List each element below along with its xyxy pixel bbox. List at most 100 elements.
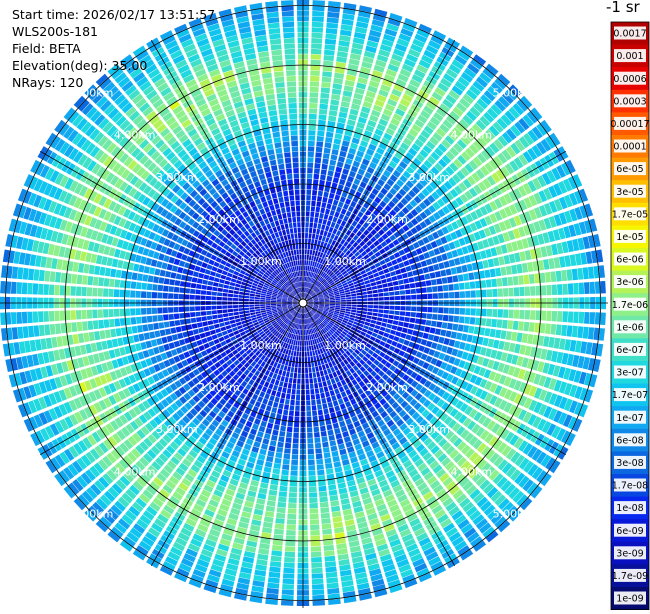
beam-cell [335, 300, 340, 302]
beam-cell [274, 458, 281, 464]
beam-cell [306, 400, 310, 405]
beam-cell [333, 516, 343, 522]
beam-cell [304, 346, 306, 351]
beam-cell [290, 471, 297, 476]
beam-cell [367, 312, 372, 316]
beam-cell [421, 339, 427, 346]
beam-cell [444, 338, 450, 345]
beam-cell [527, 334, 533, 344]
beam-cell [314, 383, 318, 389]
beam-cell [295, 362, 298, 367]
beam-cell [332, 149, 339, 155]
beam-cell [269, 572, 281, 578]
beam-cell [325, 301, 330, 302]
beam-cell [321, 202, 326, 208]
beam-cell [290, 356, 293, 361]
beam-cell [204, 343, 210, 349]
beam-cell [309, 233, 312, 238]
beam-cell [341, 426, 348, 433]
beam-cell [319, 387, 324, 393]
beam-cell [373, 298, 378, 301]
beam-cell [402, 273, 408, 279]
beam-cell [262, 438, 269, 444]
beam-cell [491, 319, 497, 327]
beam-cell [294, 368, 297, 373]
beam-cell [584, 312, 590, 324]
beam-cell [332, 372, 337, 378]
beam-cell [427, 307, 432, 312]
beam-cell [312, 351, 315, 356]
beam-cell [525, 310, 531, 319]
beam-cell [338, 201, 344, 207]
beam-cell [333, 522, 343, 528]
beam-cell [583, 327, 589, 339]
beam-cell [407, 329, 413, 335]
beam-cell [330, 301, 335, 302]
beam-cell [94, 331, 100, 340]
beam-cell [224, 335, 230, 340]
beam-cell [339, 421, 346, 427]
beam-cell [341, 379, 347, 385]
beam-cell [292, 449, 298, 454]
beam-cell [273, 540, 283, 546]
beam-cell [341, 300, 346, 302]
beam-cell [390, 271, 396, 276]
beam-cell [373, 305, 378, 308]
beam-cell [275, 518, 284, 524]
beam-cell [325, 305, 330, 307]
beam-cell [405, 266, 411, 272]
beam-cell [317, 196, 322, 202]
beam-cell [357, 296, 362, 299]
beam-cell [260, 421, 267, 427]
beam-cell [468, 326, 474, 334]
beam-cell [323, 540, 333, 546]
beam-cell [314, 437, 320, 443]
beam-cell [384, 310, 389, 314]
beam-cell [522, 263, 528, 273]
beam-cell [269, 446, 276, 452]
beam-cell [583, 267, 589, 279]
beam-cell [448, 315, 454, 322]
beam-cell [276, 392, 281, 398]
beam-cell [572, 326, 578, 338]
beam-cell [152, 315, 158, 322]
beam-cell [312, 367, 316, 372]
beam-cell [309, 108, 317, 113]
beam-cell [149, 332, 155, 339]
beam-cell [320, 98, 329, 104]
beam-cell [193, 329, 199, 335]
beam-cell [308, 244, 311, 249]
beam-cell [280, 398, 285, 404]
beam-cell [323, 447, 330, 453]
beam-cell [309, 373, 313, 378]
beam-cell [307, 179, 312, 184]
beam-cell [321, 376, 325, 382]
beam-cell [458, 274, 464, 281]
beam-cell [264, 516, 274, 522]
beam-cell [311, 400, 316, 405]
beam-cell [406, 306, 411, 311]
beam-cell [382, 337, 388, 342]
beam-cell [415, 282, 421, 288]
beam-cell [321, 82, 330, 88]
beam-cell [387, 282, 393, 287]
beam-cell [398, 338, 404, 344]
beam-cell [400, 290, 405, 295]
beam-cell [513, 321, 519, 330]
beam-cell [308, 471, 315, 476]
beam-cell [486, 319, 492, 327]
beam-cell [566, 269, 572, 280]
beam-cell [333, 83, 343, 89]
beam-cell [308, 444, 314, 449]
beam-cell [371, 320, 377, 324]
beam-cell [311, 394, 315, 399]
beam-cell [276, 304, 281, 305]
beam-cell [381, 322, 387, 327]
beam-cell [377, 285, 383, 289]
beam-cell [463, 273, 469, 281]
beam-cell [292, 345, 295, 350]
beam-cell [328, 116, 336, 122]
beam-cell [286, 432, 292, 438]
beam-cell [317, 404, 322, 410]
beam-cell [136, 317, 142, 324]
